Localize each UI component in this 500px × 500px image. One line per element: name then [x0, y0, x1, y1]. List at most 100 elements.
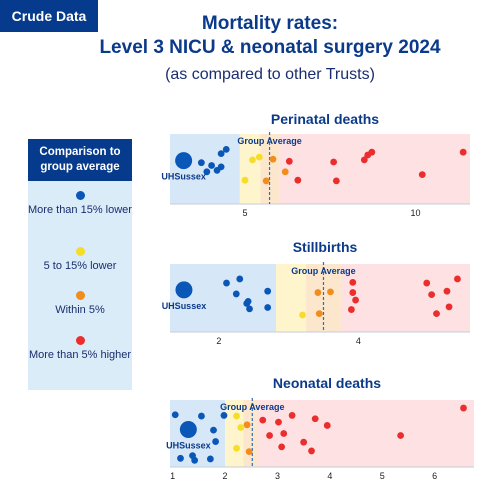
- data-point-red: [294, 176, 302, 184]
- data-point-orange: [269, 155, 277, 163]
- legend-label-yellow: 5 to 15% lower: [43, 260, 117, 272]
- legend-header: Comparison to group average: [28, 139, 132, 181]
- legend-dot-yellow: [75, 247, 85, 256]
- data-point-orange: [262, 177, 270, 185]
- panel-title: Perinatal deaths: [271, 111, 379, 127]
- data-point-blue: [208, 162, 215, 169]
- x-tick-label: 5: [380, 471, 385, 481]
- data-point-blue: [220, 412, 228, 419]
- data-point-blue: [198, 412, 205, 420]
- legend-dot-orange: [75, 291, 85, 300]
- chart-title-line2: Level 3 NICU & neonatal surgery 2024: [99, 37, 441, 58]
- legend-item-red: More than 5% higher: [28, 336, 132, 363]
- data-point-blue: [217, 150, 225, 158]
- data-point-blue: [264, 304, 272, 311]
- data-point-blue: [171, 411, 179, 419]
- data-point-red: [352, 296, 359, 304]
- data-point-red: [349, 289, 357, 296]
- data-point-yellow: [233, 412, 240, 420]
- data-point-orange: [245, 448, 253, 455]
- legend-dot-blue: [75, 191, 85, 200]
- data-point-yellow: [299, 311, 306, 319]
- data-point-red: [433, 310, 440, 318]
- data-point-red: [418, 171, 426, 179]
- band-blue: [170, 264, 277, 332]
- data-point-red: [285, 157, 293, 165]
- data-point-red: [275, 418, 282, 426]
- data-point-blue: [217, 163, 225, 171]
- data-point-yellow: [237, 424, 245, 431]
- data-point-red: [423, 279, 431, 287]
- data-point-orange: [315, 310, 323, 318]
- uhsussex-label: UHSussex: [161, 172, 206, 182]
- band-red: [340, 264, 470, 332]
- uhsussex-point: [179, 420, 197, 438]
- data-point-yellow: [233, 444, 240, 452]
- uhsussex-point: [175, 281, 193, 299]
- group-average-label: Group Average: [220, 402, 284, 412]
- data-point-red: [330, 158, 338, 166]
- data-point-red: [288, 412, 296, 419]
- chart-title-line1: Mortality rates:: [201, 13, 339, 34]
- band-red: [257, 400, 474, 467]
- data-point-red: [445, 303, 453, 311]
- x-tick-label: 1: [170, 471, 175, 481]
- data-point-blue: [191, 456, 199, 464]
- data-point-orange: [243, 421, 251, 429]
- data-point-blue: [212, 438, 220, 445]
- data-point-red: [460, 404, 467, 412]
- legend-label-blue: More than 15% lower: [28, 204, 132, 216]
- x-tick-label: 6: [432, 471, 437, 481]
- data-point-blue: [206, 455, 214, 463]
- data-point-orange: [327, 288, 334, 296]
- x-tick-label: 5: [242, 208, 247, 218]
- data-point-red: [308, 447, 315, 455]
- data-point-yellow: [241, 176, 249, 184]
- legend-item-yellow: 5 to 15% lower: [28, 247, 132, 274]
- data-point-yellow: [255, 153, 263, 161]
- data-point-red: [259, 416, 267, 424]
- legend-dot-red: [75, 336, 85, 345]
- legend-item-orange: Within 5%: [28, 291, 132, 318]
- legend: Comparison to group average More than 15…: [28, 139, 132, 390]
- data-point-blue: [210, 426, 217, 434]
- data-point-red: [443, 287, 451, 295]
- data-point-blue: [177, 454, 184, 462]
- data-point-red: [347, 306, 355, 313]
- panel-title: Neonatal deaths: [273, 375, 381, 391]
- uhsussex-label: UHSussex: [166, 440, 211, 450]
- data-point-orange: [281, 168, 289, 176]
- data-point-red: [459, 148, 467, 156]
- data-point-red: [266, 432, 273, 439]
- x-tick-label: 3: [275, 471, 280, 481]
- data-point-blue: [223, 279, 230, 287]
- data-point-red: [364, 151, 372, 159]
- x-tick-label: 4: [356, 336, 361, 346]
- uhsussex-point: [175, 152, 193, 170]
- data-point-red: [278, 443, 286, 451]
- data-point-red: [300, 438, 308, 446]
- data-point-red: [454, 275, 461, 283]
- data-point-blue: [246, 305, 253, 313]
- data-point-red: [349, 278, 357, 286]
- data-point-blue: [244, 298, 252, 305]
- crude-data-tag: Crude Data: [0, 0, 98, 32]
- x-tick-label: 2: [216, 336, 221, 346]
- data-point-red: [428, 291, 436, 298]
- x-tick-label: 2: [223, 471, 228, 481]
- x-tick-label: 4: [327, 471, 332, 481]
- data-point-red: [332, 177, 340, 185]
- data-point-red: [323, 422, 331, 429]
- data-point-blue: [197, 159, 205, 167]
- x-tick-label: 10: [410, 208, 420, 218]
- chart-subtitle: (as compared to other Trusts): [165, 66, 375, 83]
- panel-title: Stillbirths: [293, 239, 358, 255]
- band-yellow: [239, 134, 261, 204]
- data-point-red: [360, 156, 368, 164]
- data-point-blue: [236, 275, 244, 283]
- data-point-red: [280, 430, 288, 437]
- data-point-blue: [232, 290, 240, 298]
- data-point-yellow: [249, 156, 256, 164]
- group-average-label: Group Average: [237, 136, 301, 146]
